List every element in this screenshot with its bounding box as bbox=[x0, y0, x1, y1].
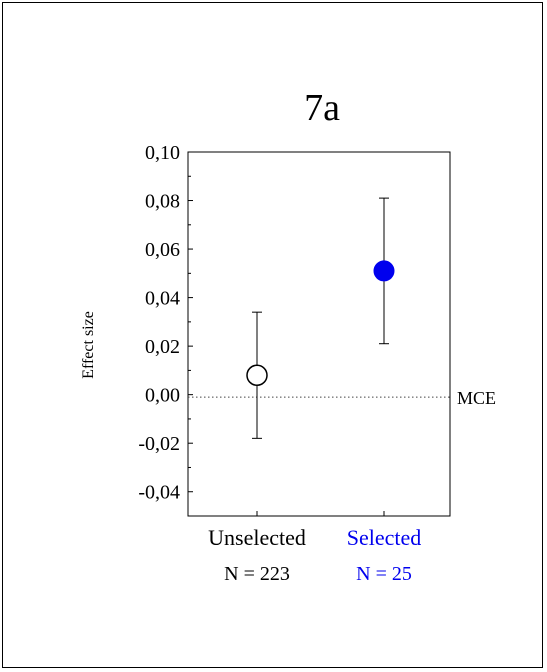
y-tick-label: 0,02 bbox=[145, 336, 180, 358]
point-unselected bbox=[246, 364, 268, 387]
x-category-n: N = 223 bbox=[224, 563, 290, 585]
x-category-label: Unselected bbox=[208, 525, 306, 550]
y-tick-label: 0,06 bbox=[145, 239, 180, 261]
y-tick-label: -0,02 bbox=[138, 433, 180, 455]
y-axis-label: Effect size bbox=[80, 311, 97, 379]
mce-reference: MCE bbox=[188, 388, 496, 408]
y-tick-label: 0,04 bbox=[145, 288, 180, 310]
y-axis-ticks: 0,10 0,08 0,06 0,04 0,02 0,00 -0,02 -0,04 bbox=[138, 142, 385, 516]
y-tick-label: 0,00 bbox=[145, 385, 180, 407]
y-tick-label: 0,10 bbox=[145, 142, 180, 164]
x-category-label: Selected bbox=[347, 525, 422, 550]
mce-label: MCE bbox=[457, 388, 496, 408]
data-points bbox=[246, 197, 395, 439]
plot-area bbox=[187, 151, 451, 517]
chart-title: 7a bbox=[304, 87, 340, 129]
x-category-n: N = 25 bbox=[356, 563, 412, 585]
y-tick-label: 0,08 bbox=[145, 191, 180, 213]
point-selected bbox=[373, 260, 395, 282]
x-axis-labels: Unselected N = 223 Selected N = 25 bbox=[208, 525, 421, 585]
y-tick-label: -0,04 bbox=[138, 482, 180, 504]
